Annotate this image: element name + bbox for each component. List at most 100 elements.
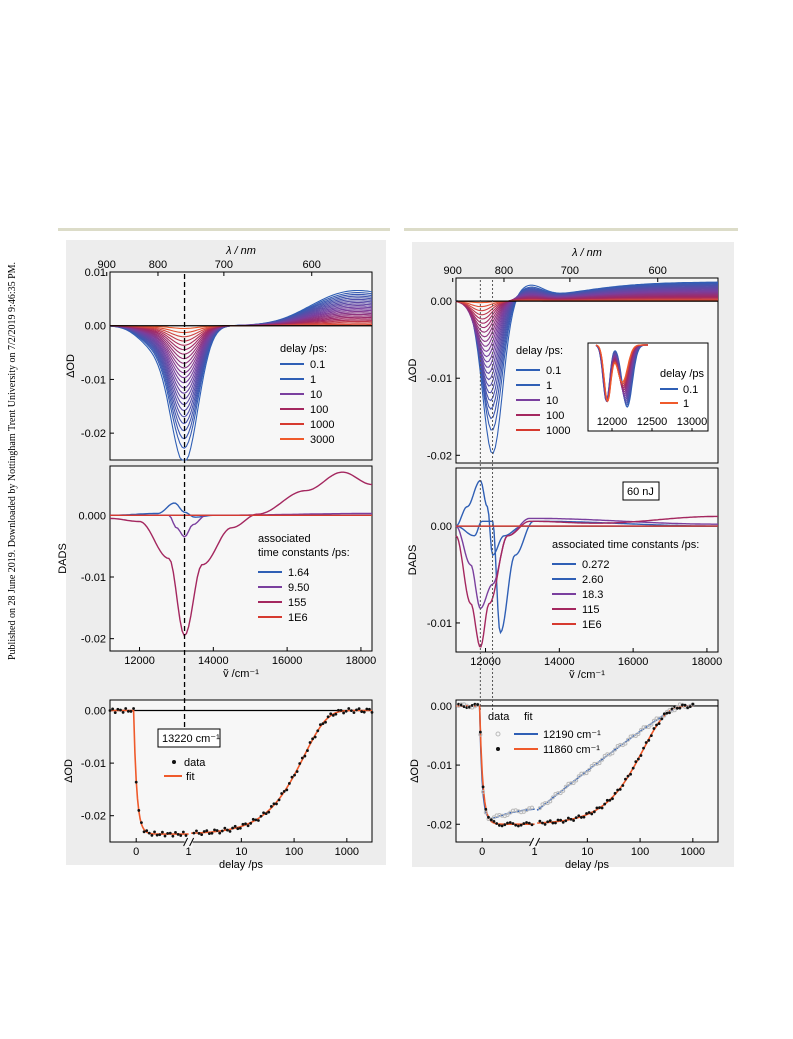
right-kin-data-point-12190 bbox=[638, 728, 643, 733]
right-kin-data-point-11860 bbox=[605, 798, 609, 802]
left-kin-data-point bbox=[306, 749, 309, 752]
left-kin-axis-break-mark bbox=[183, 837, 189, 847]
left-kin-data-point bbox=[233, 824, 237, 828]
left-kin-data-point bbox=[215, 829, 219, 832]
left-dads-legend-label: 1E6 bbox=[288, 612, 308, 624]
right-kin-data-point-11860 bbox=[613, 791, 617, 795]
left-kin-data-point bbox=[251, 817, 255, 821]
left-tas-legend-label: 1000 bbox=[310, 419, 334, 431]
left-kin-xtick-label: 1000 bbox=[335, 846, 359, 858]
right-kin-data-point-12190 bbox=[636, 731, 641, 736]
left-kin-data-point bbox=[179, 834, 183, 837]
left-tas-legend-label: 3000 bbox=[310, 434, 334, 446]
left-dads-ylabel: DADS bbox=[57, 543, 69, 574]
right-tas-legend-label: 100 bbox=[546, 410, 564, 422]
left-kin-data-point bbox=[285, 788, 289, 792]
left-kin-data-point bbox=[349, 709, 353, 713]
left-kin-data-point bbox=[308, 741, 312, 744]
right-kin-data-point-12190 bbox=[623, 741, 628, 746]
left-tas-ylabel: ΔOD bbox=[65, 354, 77, 378]
left-kin-data-point bbox=[324, 720, 327, 724]
right-kin-data-point-11860 bbox=[636, 757, 640, 761]
left-kin-data-point bbox=[331, 713, 335, 717]
left-kin-data-point bbox=[303, 754, 307, 758]
right-kin-data-point-12190 bbox=[589, 763, 594, 768]
right-kin-data-point-11860 bbox=[484, 807, 488, 811]
left-kin-data-point bbox=[290, 775, 294, 779]
panel-frame-lk bbox=[109, 699, 373, 843]
right-kin-data-point-11860 bbox=[626, 774, 630, 778]
right-tas-inset-xtick-label: 12000 bbox=[597, 416, 628, 428]
left-kin-data-point bbox=[207, 832, 211, 836]
left-kin-ytick-label: -0.01 bbox=[81, 758, 106, 770]
left-kin-data-point bbox=[108, 709, 112, 712]
right-kin-xlabel: delay /ps bbox=[565, 859, 610, 871]
left-kin-data-point bbox=[218, 831, 222, 835]
left-kin-axis-break bbox=[184, 836, 193, 848]
right-tas-ytick-label: -0.01 bbox=[427, 373, 452, 385]
left-kin-data-point bbox=[272, 802, 276, 806]
left-kin-data-point bbox=[168, 831, 172, 835]
left-kin-data-point bbox=[339, 708, 343, 712]
left-dads-series-155 bbox=[109, 471, 373, 637]
left-kin-data-point bbox=[220, 829, 224, 833]
left-kin-data-point bbox=[329, 712, 333, 716]
left-kin-data-point bbox=[236, 827, 240, 831]
left-kin-data-point bbox=[174, 830, 177, 834]
right-dads-xtick-label: 14000 bbox=[544, 656, 575, 668]
panel-frame-ld bbox=[109, 465, 373, 652]
left-kin-data-point bbox=[321, 722, 325, 726]
left-tas-toptick-label: 600 bbox=[303, 259, 321, 271]
right-kin-data-point-11860 bbox=[561, 820, 565, 824]
right-kin-data-point-11860 bbox=[541, 821, 544, 825]
left-kin-data-point bbox=[275, 802, 278, 806]
right-kin-data-point-11860 bbox=[655, 723, 658, 727]
right-tas-top-axis-label: λ / nm bbox=[571, 247, 602, 259]
left-kin-data-point bbox=[347, 707, 351, 710]
right-tas-inset-legend-label: 1 bbox=[683, 398, 689, 410]
left-kin-data-point bbox=[158, 833, 162, 837]
left-kin-data-point bbox=[249, 821, 253, 825]
right-kin-data-point-12190 bbox=[529, 805, 534, 810]
left-kin-data-point bbox=[277, 798, 281, 802]
right-kin-data-point-12190 bbox=[481, 789, 486, 794]
left-kin-data-point bbox=[262, 811, 265, 815]
right-kin-data-point-11860 bbox=[519, 823, 523, 827]
right-kin-data-point-12190 bbox=[587, 768, 592, 773]
right-kin-data-point-12190 bbox=[576, 774, 581, 779]
right-kin-data-point-11860 bbox=[592, 810, 596, 814]
left-kin-data-point bbox=[293, 773, 296, 777]
download-note-text: Published on 28 June 2019. Downloaded by… bbox=[7, 262, 18, 660]
top-rule-right bbox=[404, 228, 738, 231]
right-kin-data-point-11860 bbox=[670, 707, 674, 711]
right-kin-data-point-11860 bbox=[668, 711, 671, 715]
right-kin-data-point-11860 bbox=[631, 766, 635, 770]
right-kin-data-point-11860 bbox=[624, 777, 627, 781]
left-kin-data-point bbox=[150, 833, 154, 837]
right-kin-data-point-12190 bbox=[633, 733, 638, 738]
left-tas-legend-label: 1 bbox=[310, 374, 316, 386]
left-kin-data-point bbox=[264, 812, 268, 816]
left-kin-data-point bbox=[355, 708, 358, 712]
right-kin-ytick-label: -0.01 bbox=[427, 760, 452, 772]
left-kin-data-point bbox=[153, 830, 156, 834]
left-kin-data-point bbox=[134, 780, 138, 784]
left-dads-ytick-label: -0.02 bbox=[81, 634, 106, 646]
right-dads-xlabel: ṽ /cm⁻¹ bbox=[569, 669, 605, 681]
right-kin-data-point-11860 bbox=[554, 821, 557, 825]
right-kin-data-point-11860 bbox=[644, 741, 648, 744]
right-kin-data-point-12190 bbox=[610, 751, 615, 756]
right-kin-data-point-11860 bbox=[530, 823, 534, 827]
right-tas-inset-legend-title: delay /ps bbox=[660, 368, 705, 380]
left-kin-data-point bbox=[365, 707, 369, 711]
left-kin-data-point bbox=[337, 708, 340, 712]
right-kin-legend-marker-12190 bbox=[495, 731, 501, 737]
right-kin-legend-label-11860: 11860 cm⁻¹ bbox=[543, 744, 600, 756]
right-tas-ytick-label: 0.00 bbox=[431, 296, 452, 308]
left-kin-data-point bbox=[368, 707, 371, 711]
right-kin-data-point-11860 bbox=[569, 817, 573, 821]
right-kin-ylabel: ΔOD bbox=[409, 759, 421, 783]
right-kin-xtick-label: 0 bbox=[479, 846, 485, 858]
right-kin-data-point-12190 bbox=[685, 705, 690, 710]
